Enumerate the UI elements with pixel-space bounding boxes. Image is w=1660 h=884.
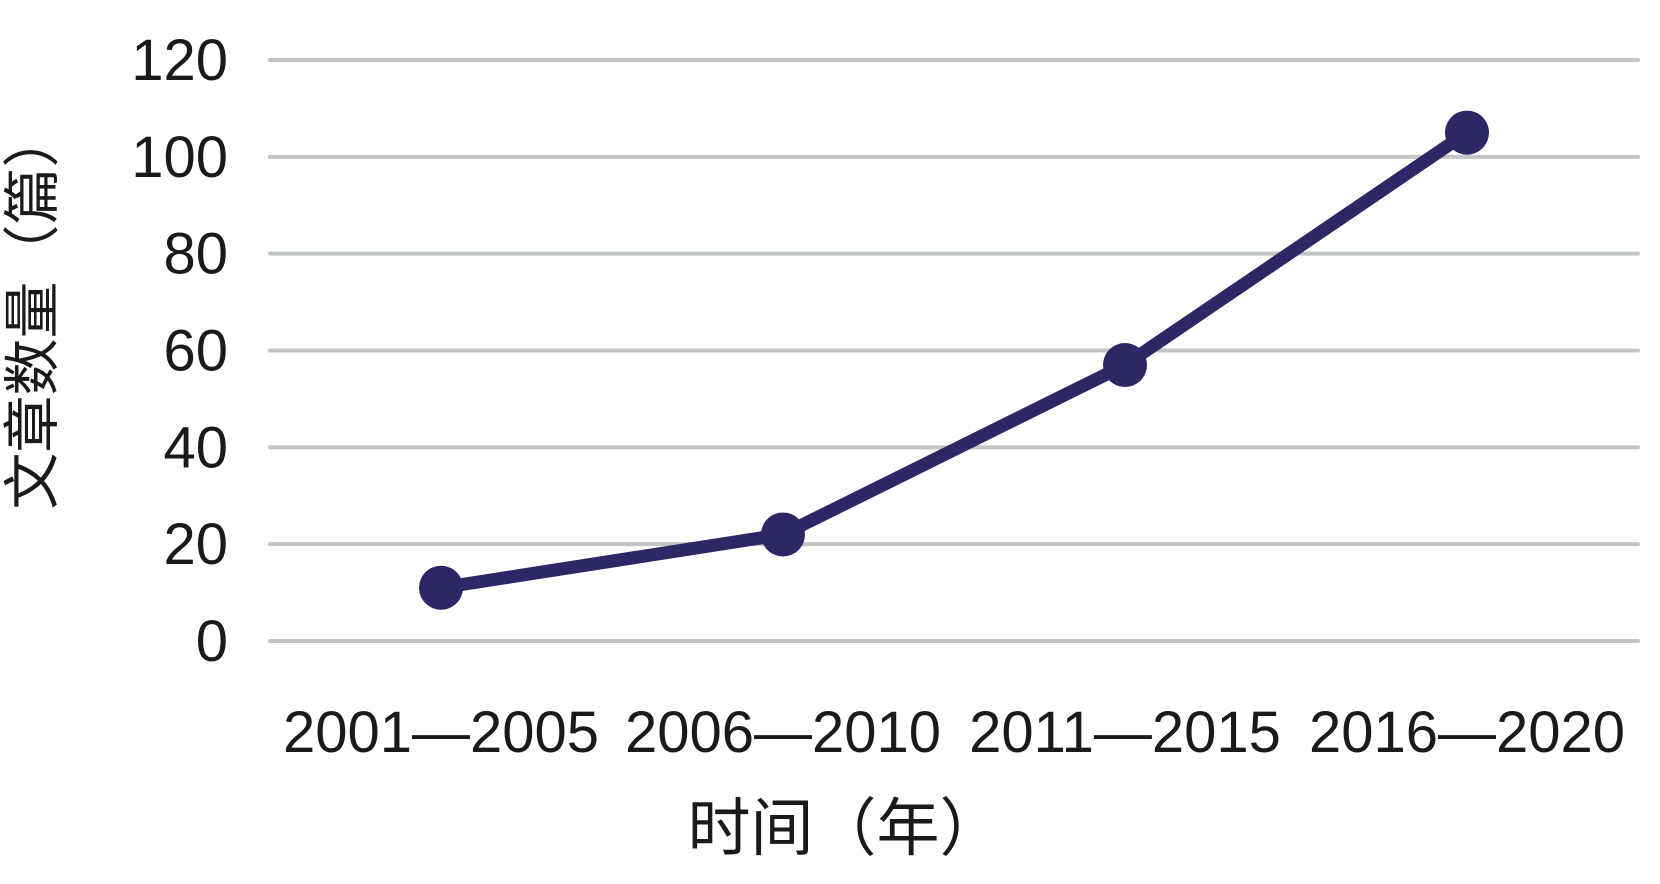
y-tick-label: 60 [163, 319, 228, 384]
data-series [419, 110, 1489, 610]
y-axis-tick-labels: 0 20 40 60 80 100 120 [131, 28, 228, 674]
data-point [419, 565, 463, 610]
x-axis-title: 时间（年） [688, 794, 1003, 864]
data-point [1445, 110, 1489, 155]
x-tick-label: 2001—2005 [283, 700, 599, 765]
x-axis-tick-labels: 2001—2005 2006—2010 2011—2015 2016—2020 [283, 700, 1625, 765]
y-tick-label: 20 [163, 512, 228, 577]
y-tick-label: 40 [163, 415, 228, 480]
y-tick-label: 80 [163, 222, 228, 287]
y-axis-title: 文章数量（篇） [1, 111, 65, 510]
data-point [1103, 343, 1147, 388]
y-tick-label: 0 [196, 609, 228, 674]
x-tick-label: 2016—2020 [1309, 700, 1625, 765]
x-tick-label: 2006—2010 [625, 700, 941, 765]
y-tick-label: 120 [131, 28, 228, 93]
data-point [761, 512, 805, 557]
gridlines [268, 58, 1640, 643]
x-tick-label: 2011—2015 [969, 700, 1281, 765]
data-line [434, 126, 1474, 595]
y-tick-label: 100 [131, 125, 228, 190]
